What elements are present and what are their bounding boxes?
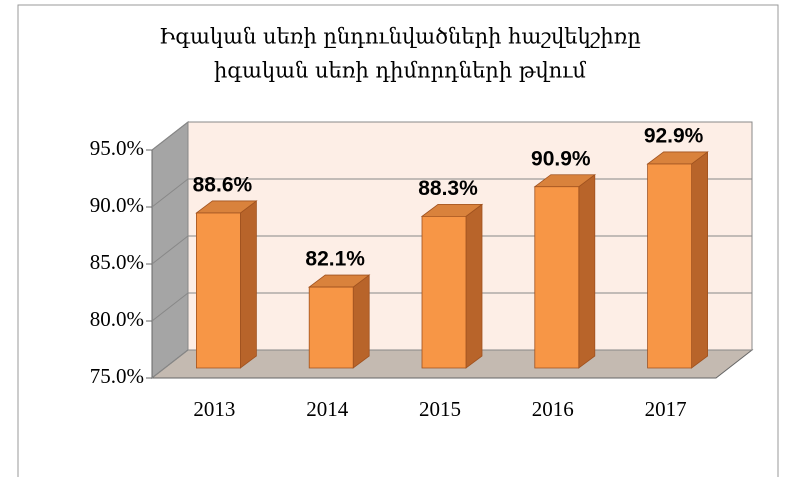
grid-line [151, 121, 752, 151]
value-label: 88.6% [193, 174, 253, 197]
value-label: 92.9% [644, 124, 704, 147]
bar-front [534, 186, 580, 369]
y-tick-label: 85.0% [90, 250, 144, 274]
x-tick-label: 2017 [645, 397, 687, 421]
x-tick-label: 2016 [532, 397, 574, 421]
bar-front [195, 212, 241, 369]
bar [195, 200, 258, 369]
value-label: 82.1% [305, 248, 365, 271]
bar-side [239, 200, 257, 369]
bar-front [421, 215, 467, 369]
bar-front [647, 163, 692, 369]
y-tick-label: 95.0% [90, 136, 144, 160]
chart-title: Իգական սեռի ընդունվածների հաշվեկշիռը [159, 25, 641, 49]
bar [533, 173, 596, 369]
bar-side [578, 173, 596, 369]
bar-side [465, 203, 483, 369]
y-tick-label: 90.0% [90, 193, 144, 217]
value-label: 88.3% [418, 177, 478, 200]
y-tick-label: 75.0% [90, 364, 144, 388]
bar [420, 203, 484, 369]
bar-side [691, 151, 708, 369]
y-tick-label: 80.0% [90, 307, 144, 331]
x-tick-label: 2014 [306, 397, 349, 421]
bar-side [352, 274, 370, 369]
chart-title: իգական սեռի դիմորդների թվում [214, 59, 586, 83]
x-tick-label: 2013 [193, 397, 235, 421]
bar [646, 151, 709, 369]
value-label: 90.9% [531, 147, 591, 170]
bar-front [308, 286, 354, 369]
bar [308, 274, 371, 369]
x-tick-label: 2015 [419, 397, 461, 421]
